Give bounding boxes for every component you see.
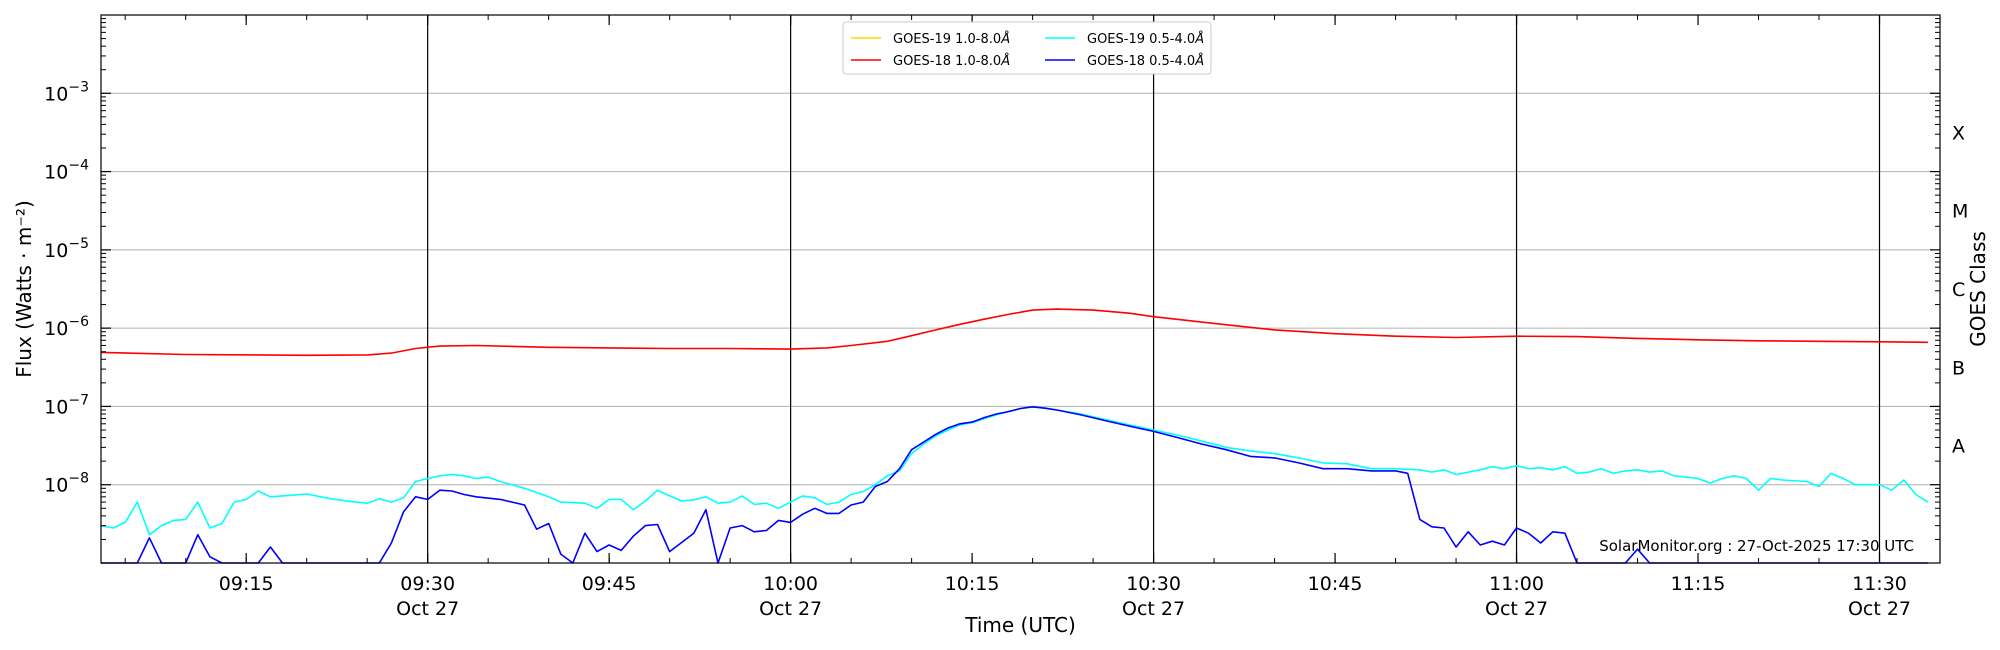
x-axis-label: Time (UTC) xyxy=(964,613,1076,637)
legend-entry: GOES-19 0.5-4.0Å xyxy=(1087,31,1204,47)
x-tick-date-label: Oct 27 xyxy=(1485,598,1548,620)
x-tick-label: 11:00 xyxy=(1489,573,1544,595)
legend-entry: GOES-18 0.5-4.0Å xyxy=(1087,53,1204,69)
x-tick-label: 09:30 xyxy=(400,573,455,595)
x-tick-label: 11:30 xyxy=(1852,573,1907,595)
goes-class-label: B xyxy=(1952,357,1965,379)
y-tick-label: 10−8 xyxy=(44,471,89,497)
x-tick-label: 10:45 xyxy=(1308,573,1363,595)
series-line-goes-19-0-5-4-0 xyxy=(100,406,1929,536)
y-tick-label: 10−3 xyxy=(44,79,89,105)
day-vertical-lines xyxy=(427,15,1881,563)
goes-class-axis-label: GOES Class xyxy=(1966,231,1990,347)
legend-box xyxy=(842,21,1212,75)
goes-class-label: X xyxy=(1952,122,1965,144)
grid-layer xyxy=(101,92,1940,486)
goes-class-label: M xyxy=(1952,201,1968,223)
x-tick-label: 10:30 xyxy=(1126,573,1181,595)
credit-text: SolarMonitor.org : 27-Oct-2025 17:30 UTC xyxy=(1599,537,1914,555)
legend: GOES-19 1.0-8.0Å GOES-18 1.0-8.0Å GOES-19 … xyxy=(842,21,1212,75)
series-line-goes-18-0-5-4-0 xyxy=(101,406,1928,564)
labels-layer: Time (UTC) Flux (Watts · m⁻²) GOES Class… xyxy=(12,200,1990,637)
x-tick-label: 09:15 xyxy=(219,573,274,595)
x-tick-date-label: Oct 27 xyxy=(1122,598,1185,620)
x-tick-label: 10:15 xyxy=(945,573,1000,595)
x-tick-label: 10:00 xyxy=(763,573,818,595)
x-tick-label: 11:15 xyxy=(1671,573,1726,595)
x-tick-label: 09:45 xyxy=(582,573,637,595)
plot-frame xyxy=(100,14,1941,564)
y-tick-label: 10−4 xyxy=(44,158,89,184)
series-layer xyxy=(100,308,1929,564)
legend-entry: GOES-18 1.0-8.0Å xyxy=(893,53,1010,69)
y-tick-label: 10−7 xyxy=(44,392,89,418)
y-axis-label: Flux (Watts · m⁻²) xyxy=(12,200,36,378)
x-tick-date-label: Oct 27 xyxy=(1848,598,1911,620)
legend-entry: GOES-19 1.0-8.0Å xyxy=(893,31,1010,47)
y-tick-label: 10−6 xyxy=(44,314,89,340)
goes-class-label: A xyxy=(1952,436,1965,458)
ticks-layer: 10−8 10−7 10−6 10−5 10−4 10−3 09:15 09:30 Oct 27… xyxy=(44,15,1968,620)
series-line-goes-18-1-0-8-0 xyxy=(100,308,1928,357)
x-tick-date-label: Oct 27 xyxy=(759,598,822,620)
x-tick-date-label: Oct 27 xyxy=(396,598,459,620)
y-tick-label: 10−5 xyxy=(44,236,89,262)
goes-class-label: C xyxy=(1952,279,1965,301)
